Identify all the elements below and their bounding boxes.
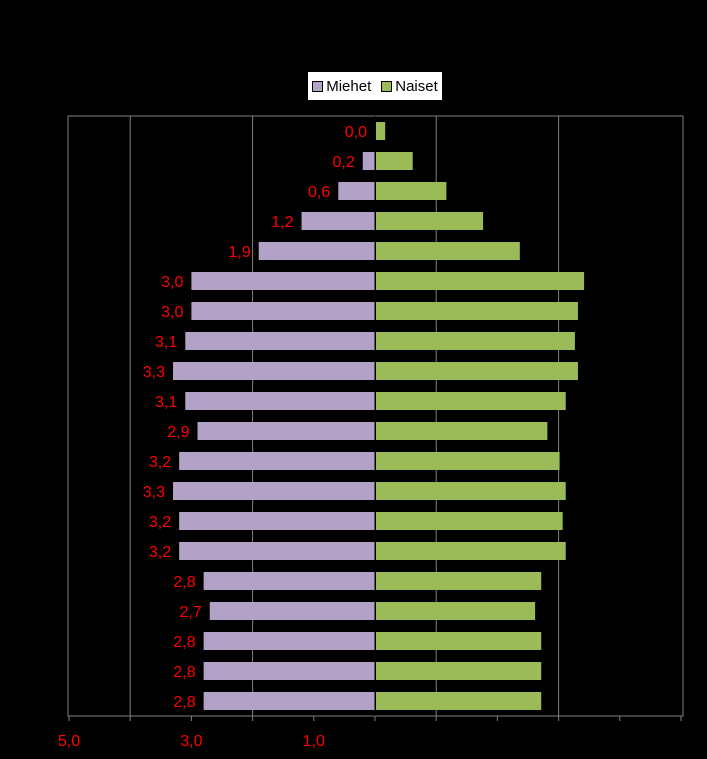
data-label-miehet: 2,7 <box>180 604 202 621</box>
bar-naiset <box>376 422 548 440</box>
bar-miehet <box>301 212 375 230</box>
bar-miehet <box>203 632 375 650</box>
legend: Miehet Naiset <box>307 71 443 101</box>
data-label-miehet: 3,3 <box>143 484 165 501</box>
bar-miehet <box>191 272 375 290</box>
data-label-miehet: 2,8 <box>173 634 195 651</box>
data-label-miehet: 3,2 <box>149 454 171 471</box>
data-label-miehet: 0,6 <box>308 184 330 201</box>
bar-miehet <box>173 482 375 500</box>
bar-miehet <box>258 242 375 260</box>
bar-miehet <box>191 302 375 320</box>
bar-miehet <box>362 152 375 170</box>
legend-item-naiset: Naiset <box>381 78 438 95</box>
bar-miehet <box>185 332 375 350</box>
bar-naiset <box>376 212 484 230</box>
legend-swatch-naiset <box>381 80 393 92</box>
data-label-miehet: 1,9 <box>228 244 250 261</box>
bar-naiset <box>376 632 542 650</box>
bar-naiset <box>376 482 566 500</box>
bar-naiset <box>376 602 536 620</box>
bar-naiset <box>376 182 447 200</box>
bar-naiset <box>376 122 386 140</box>
x-tick-label: 1,0 <box>303 733 325 750</box>
bar-miehet <box>203 662 375 680</box>
bar-naiset <box>376 362 578 380</box>
bar-naiset <box>376 242 520 260</box>
bar-naiset <box>376 542 566 560</box>
bar-naiset <box>376 662 542 680</box>
bar-naiset <box>376 302 578 320</box>
data-label-miehet: 3,0 <box>161 304 183 321</box>
bar-naiset <box>376 272 585 290</box>
data-label-miehet: 3,1 <box>155 394 177 411</box>
data-label-miehet: 2,8 <box>173 664 195 681</box>
bar-miehet <box>203 572 375 590</box>
x-tick-label: 3,0 <box>180 733 202 750</box>
data-label-miehet: 2,9 <box>167 424 189 441</box>
bar-miehet <box>203 692 375 710</box>
data-label-miehet: 2,8 <box>173 694 195 711</box>
data-label-miehet: 0,2 <box>333 154 355 171</box>
bar-miehet <box>173 362 375 380</box>
bar-miehet <box>209 602 375 620</box>
legend-swatch-miehet <box>312 80 324 92</box>
bar-naiset <box>376 692 542 710</box>
bar-naiset <box>376 572 542 590</box>
bar-miehet <box>338 182 375 200</box>
bar-naiset <box>376 332 575 350</box>
bar-miehet <box>179 512 375 530</box>
bar-naiset <box>376 452 560 470</box>
bar-naiset <box>376 512 563 530</box>
x-tick-label: 5,0 <box>58 733 80 750</box>
legend-label-miehet: Miehet <box>326 77 372 95</box>
data-label-miehet: 0,0 <box>345 124 367 141</box>
data-label-miehet: 1,2 <box>271 214 293 231</box>
data-label-miehet: 3,2 <box>149 544 171 561</box>
data-label-miehet: 3,2 <box>149 514 171 531</box>
bar-miehet <box>179 542 375 560</box>
data-label-miehet: 2,8 <box>173 574 195 591</box>
bar-miehet <box>179 452 375 470</box>
data-label-miehet: 3,1 <box>155 334 177 351</box>
data-label-miehet: 3,0 <box>161 274 183 291</box>
data-label-miehet: 3,3 <box>143 364 165 381</box>
bar-miehet <box>185 392 375 410</box>
bar-naiset <box>376 152 413 170</box>
legend-label-naiset: Naiset <box>395 77 438 95</box>
bar-naiset <box>376 392 566 410</box>
legend-item-miehet: Miehet <box>312 78 371 95</box>
bar-miehet <box>197 422 375 440</box>
